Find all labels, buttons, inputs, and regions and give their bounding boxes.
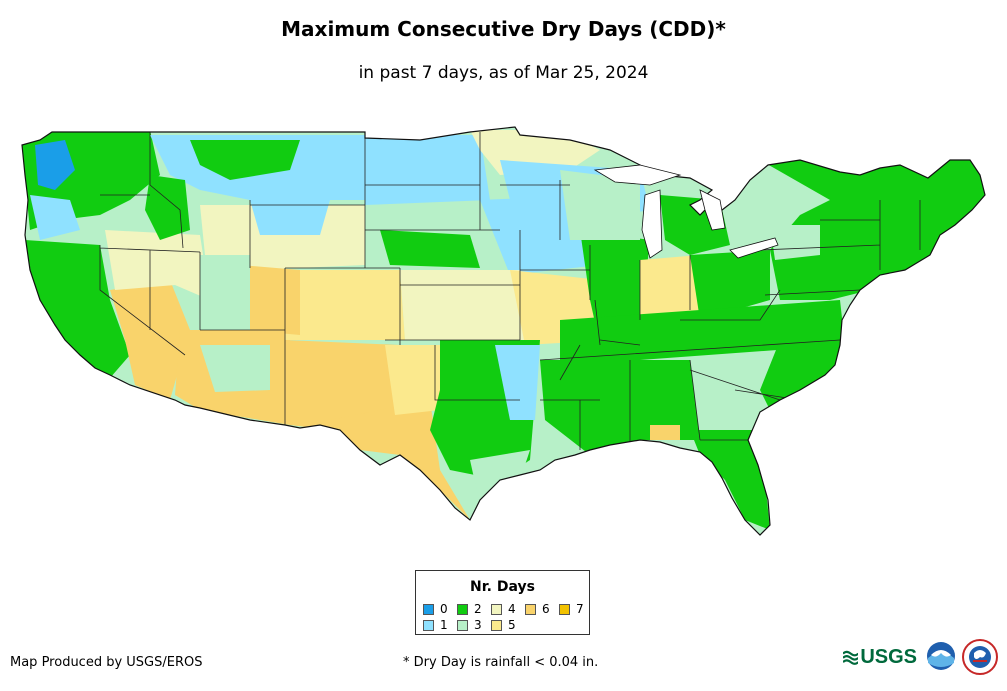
region-colorado xyxy=(280,270,405,340)
region-great-basin xyxy=(105,230,210,300)
usgs-logo: USGS xyxy=(843,644,917,670)
legend-item-0: 0 xyxy=(423,603,448,615)
region-california xyxy=(25,240,130,378)
legend-label: 3 xyxy=(474,618,482,632)
region-kansas xyxy=(400,270,525,340)
legend-swatch xyxy=(491,619,502,631)
region-puget-sound xyxy=(35,140,75,190)
region-wisconsin xyxy=(560,170,640,240)
region-texas-west xyxy=(330,400,470,520)
map-title: Maximum Consecutive Dry Days (CDD)* xyxy=(281,17,726,41)
legend-label: 7 xyxy=(576,602,584,616)
legend-label: 1 xyxy=(440,618,448,632)
usgs-wave-icon xyxy=(843,650,859,665)
region-wyoming-mid xyxy=(250,200,330,235)
lake-huron xyxy=(699,189,726,231)
map-subtitle: in past 7 days, as of Mar 25, 2024 xyxy=(358,63,649,83)
legend-label: 0 xyxy=(440,602,448,616)
state-boundaries xyxy=(99,130,921,450)
legend-swatch xyxy=(423,619,434,631)
legend-item-7: 7 xyxy=(559,603,584,615)
noaa-logo xyxy=(927,642,955,670)
region-idaho-green xyxy=(145,175,190,240)
region-florida xyxy=(690,430,770,530)
region-nevada-dry xyxy=(110,280,190,400)
legend-item-2: 2 xyxy=(457,603,482,615)
lake-michigan xyxy=(641,189,663,259)
usgs-logo-text: USGS xyxy=(860,645,917,668)
legend-swatch xyxy=(525,603,536,615)
legend-label: 5 xyxy=(508,618,516,632)
region-nebraska-green xyxy=(380,230,480,268)
legend-item-1: 1 xyxy=(423,619,448,631)
lake-superior xyxy=(593,164,682,186)
legend-item-3: 3 xyxy=(457,619,482,631)
region-alabama-dry xyxy=(650,425,680,440)
region-carolina-coast xyxy=(760,340,850,410)
region-arizona-mid xyxy=(200,345,270,392)
region-utah xyxy=(200,255,250,330)
region-montana-green xyxy=(190,140,300,180)
region-texas-panhandle xyxy=(385,345,440,415)
credit-text: Map Produced by USGS/EROS xyxy=(10,655,203,670)
region-ohio xyxy=(690,250,770,320)
region-oregon-coast-1day xyxy=(30,195,80,240)
region-new-york-light xyxy=(770,225,820,260)
legend: Nr. Days 0 1 2 3 4 5 6 7 xyxy=(415,570,590,635)
region-texas-1day xyxy=(495,345,540,420)
region-dakotas-1day xyxy=(365,135,490,205)
legend-label: 4 xyxy=(508,602,516,616)
legend-title: Nr. Days xyxy=(470,579,535,595)
legend-label: 6 xyxy=(542,602,550,616)
cdd-map xyxy=(21,126,986,536)
legend-label: 2 xyxy=(474,602,482,616)
nws-logo xyxy=(962,639,998,675)
legend-item-6: 6 xyxy=(525,603,550,615)
legend-swatch xyxy=(423,603,434,615)
lake-erie xyxy=(729,237,779,259)
legend-swatch xyxy=(559,603,570,615)
region-northeast xyxy=(760,150,985,300)
region-tennessee-kentucky xyxy=(560,300,845,370)
legend-swatch xyxy=(491,603,502,615)
region-texas-coast xyxy=(470,450,530,505)
footnote-text: * Dry Day is rainfall < 0.04 in. xyxy=(403,655,599,670)
region-new-mexico xyxy=(285,340,400,430)
legend-item-5: 5 xyxy=(491,619,516,631)
legend-swatch xyxy=(457,619,468,631)
legend-swatch xyxy=(457,603,468,615)
cdd-regions xyxy=(22,130,985,530)
legend-item-4: 4 xyxy=(491,603,516,615)
